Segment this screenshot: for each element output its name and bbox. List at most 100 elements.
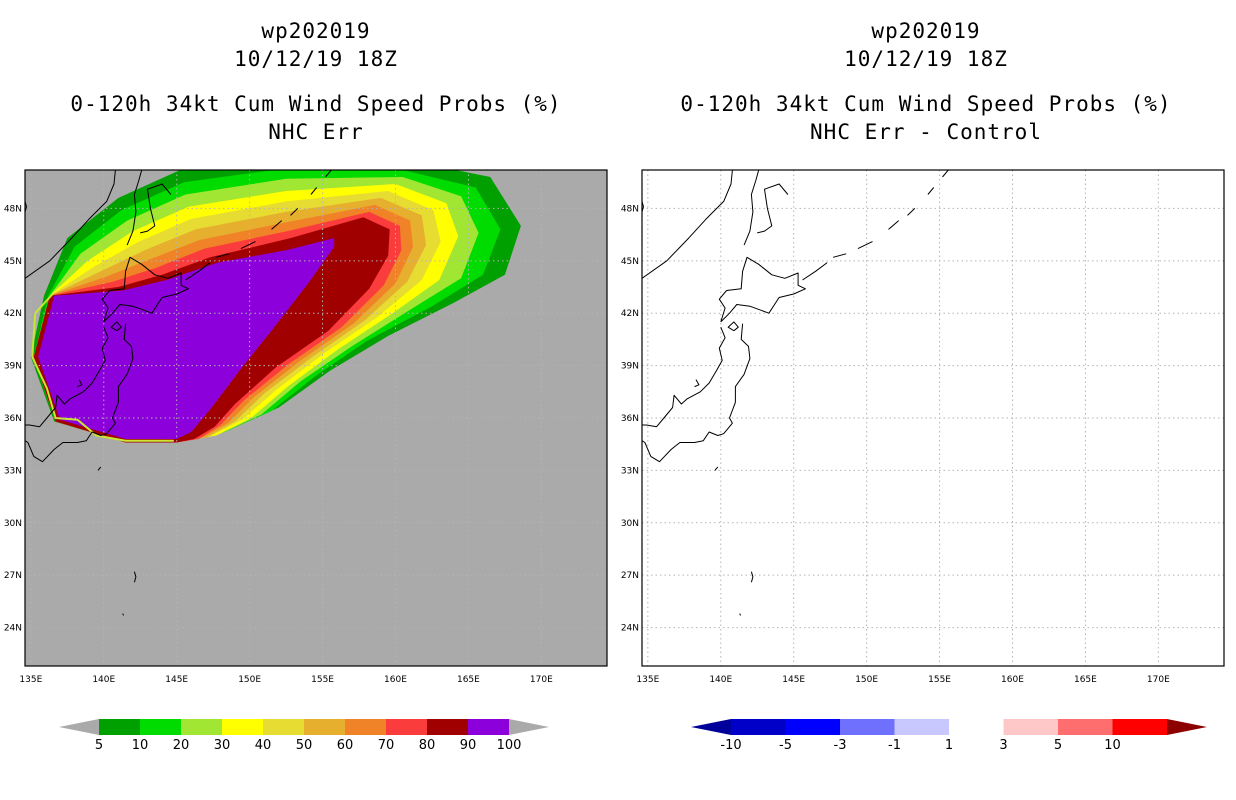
left-axis-labels: 135E 140E 145E 150E 155E 160E 165E 170E 48N 45N 42…	[4, 204, 553, 685]
colorbar-label: 30	[214, 738, 231, 753]
colorbar-swatch	[427, 719, 468, 735]
lat-tick-label: 24N	[4, 624, 22, 634]
probability-contours	[30, 170, 521, 443]
lon-tick-label: 150E	[855, 675, 878, 685]
colorbar-label: -1	[888, 738, 901, 753]
coastline-segment	[101, 256, 189, 323]
left-map-panel: 135E 140E 145E 150E 155E 160E 165E 170E 48N 45N 42…	[4, 169, 608, 685]
coastline-segment	[97, 466, 102, 471]
colorbar-swatch	[386, 719, 427, 735]
colorbar-swatch	[894, 719, 949, 735]
right-colorbar: -10 -5 -3 -1 1 3 5 10	[691, 719, 1207, 753]
coastline-segment	[185, 262, 211, 281]
colorbar-label: 80	[419, 738, 436, 753]
coastline-segment	[757, 183, 789, 234]
coastline-segment	[25, 447, 26, 466]
lat-tick-label: 45N	[621, 257, 639, 267]
colorbar-swatch	[1112, 719, 1167, 735]
right-title-date: 10/12/19 18Z	[844, 47, 1008, 71]
colorbar-swatch	[99, 719, 140, 735]
colorbar-label: 5	[95, 738, 103, 753]
coastline-segment	[271, 220, 283, 230]
right-axis-labels: 135E 140E 145E 150E 155E 160E 165E 170E 48N 45N 42…	[621, 204, 1170, 685]
lat-tick-label: 33N	[4, 466, 22, 476]
coastline-segment	[802, 262, 828, 281]
lat-tick-label: 39N	[4, 362, 22, 372]
left-title-basin: wp202019	[261, 19, 371, 43]
coastline-segment	[694, 379, 700, 388]
coastline-segment	[126, 170, 143, 246]
colorbar-swatch	[222, 719, 263, 735]
coastline-segment	[290, 208, 299, 216]
lon-tick-label: 135E	[636, 675, 659, 685]
colorbar-swatch	[181, 719, 222, 735]
lon-tick-label: 165E	[1074, 675, 1097, 685]
coastline-segment	[888, 220, 900, 230]
lat-tick-label: 30N	[4, 519, 22, 529]
colorbar-swatch	[468, 719, 509, 735]
right-title-product: 0-120h 34kt Cum Wind Speed Probs (%)	[680, 92, 1172, 116]
lon-tick-label: 140E	[92, 675, 115, 685]
right-map-frame	[641, 169, 1225, 667]
coastline-segment	[718, 256, 806, 323]
colorbar-label: 10	[132, 738, 149, 753]
colorbar-label: 50	[296, 738, 313, 753]
coastline-segment	[215, 253, 230, 258]
lon-tick-label: 140E	[709, 675, 732, 685]
left-gridlines	[25, 170, 607, 666]
lat-tick-label: 33N	[621, 466, 639, 476]
coastline-segment	[714, 466, 719, 471]
lat-tick-label: 45N	[4, 257, 22, 267]
colorbar-label: 5	[1054, 738, 1062, 753]
coastline-segment	[642, 447, 643, 466]
right-map-background	[642, 170, 1224, 666]
coastline-segment	[750, 571, 754, 583]
left-coastline	[25, 170, 332, 616]
lat-tick-label: 36N	[4, 414, 22, 424]
colorbar-label: 3	[999, 738, 1007, 753]
lat-tick-label: 24N	[621, 624, 639, 634]
right-title-run: NHC Err - Control	[810, 120, 1042, 144]
coastline-segment	[110, 321, 122, 332]
coastline-segment	[907, 208, 916, 216]
coastline-segment	[642, 327, 726, 428]
coastline-segment	[77, 379, 83, 388]
coastline-segment	[743, 170, 760, 246]
coastline-segment	[727, 321, 739, 332]
colorbar-label: 20	[173, 738, 190, 753]
lat-tick-label: 36N	[621, 414, 639, 424]
colorbar-swatch	[345, 719, 386, 735]
lon-tick-label: 170E	[530, 675, 553, 685]
left-title-date: 10/12/19 18Z	[234, 47, 398, 71]
lat-tick-label: 42N	[621, 309, 639, 319]
coastline-segment	[25, 170, 116, 279]
colorbar-label: 10	[1104, 738, 1121, 753]
lon-tick-label: 150E	[238, 675, 261, 685]
colorbar-swatch	[304, 719, 345, 735]
coastline-segment	[310, 187, 318, 195]
left-colorbar: 5 10 20 30 40 50 60 70 80 90 100	[59, 719, 549, 753]
lon-tick-label: 155E	[928, 675, 951, 685]
lon-tick-label: 165E	[457, 675, 480, 685]
coastline-segment	[240, 241, 256, 250]
colorbar-label: 70	[378, 738, 395, 753]
lon-tick-label: 160E	[1001, 675, 1024, 685]
coastline-segment	[25, 323, 134, 463]
probability-edge	[31, 293, 174, 442]
right-map-panel: 135E 140E 145E 150E 155E 160E 165E 170E 48N 45N 42…	[621, 169, 1225, 685]
colorbar-over-triangle	[509, 719, 549, 735]
colorbar-swatch	[1058, 719, 1113, 735]
coastline-segment	[739, 613, 741, 616]
right-title-basin: wp202019	[871, 19, 981, 43]
lon-tick-label: 170E	[1147, 675, 1170, 685]
lat-tick-label: 42N	[4, 309, 22, 319]
coastline-segment	[832, 253, 847, 258]
coastline-segment	[942, 170, 949, 178]
lat-tick-label: 30N	[621, 519, 639, 529]
colorbar-swatch	[263, 719, 304, 735]
lon-tick-label: 145E	[782, 675, 805, 685]
colorbar-swatch	[1003, 719, 1058, 735]
colorbar-label: 40	[255, 738, 272, 753]
coastline-segment	[325, 170, 332, 178]
lat-tick-label: 39N	[621, 362, 639, 372]
